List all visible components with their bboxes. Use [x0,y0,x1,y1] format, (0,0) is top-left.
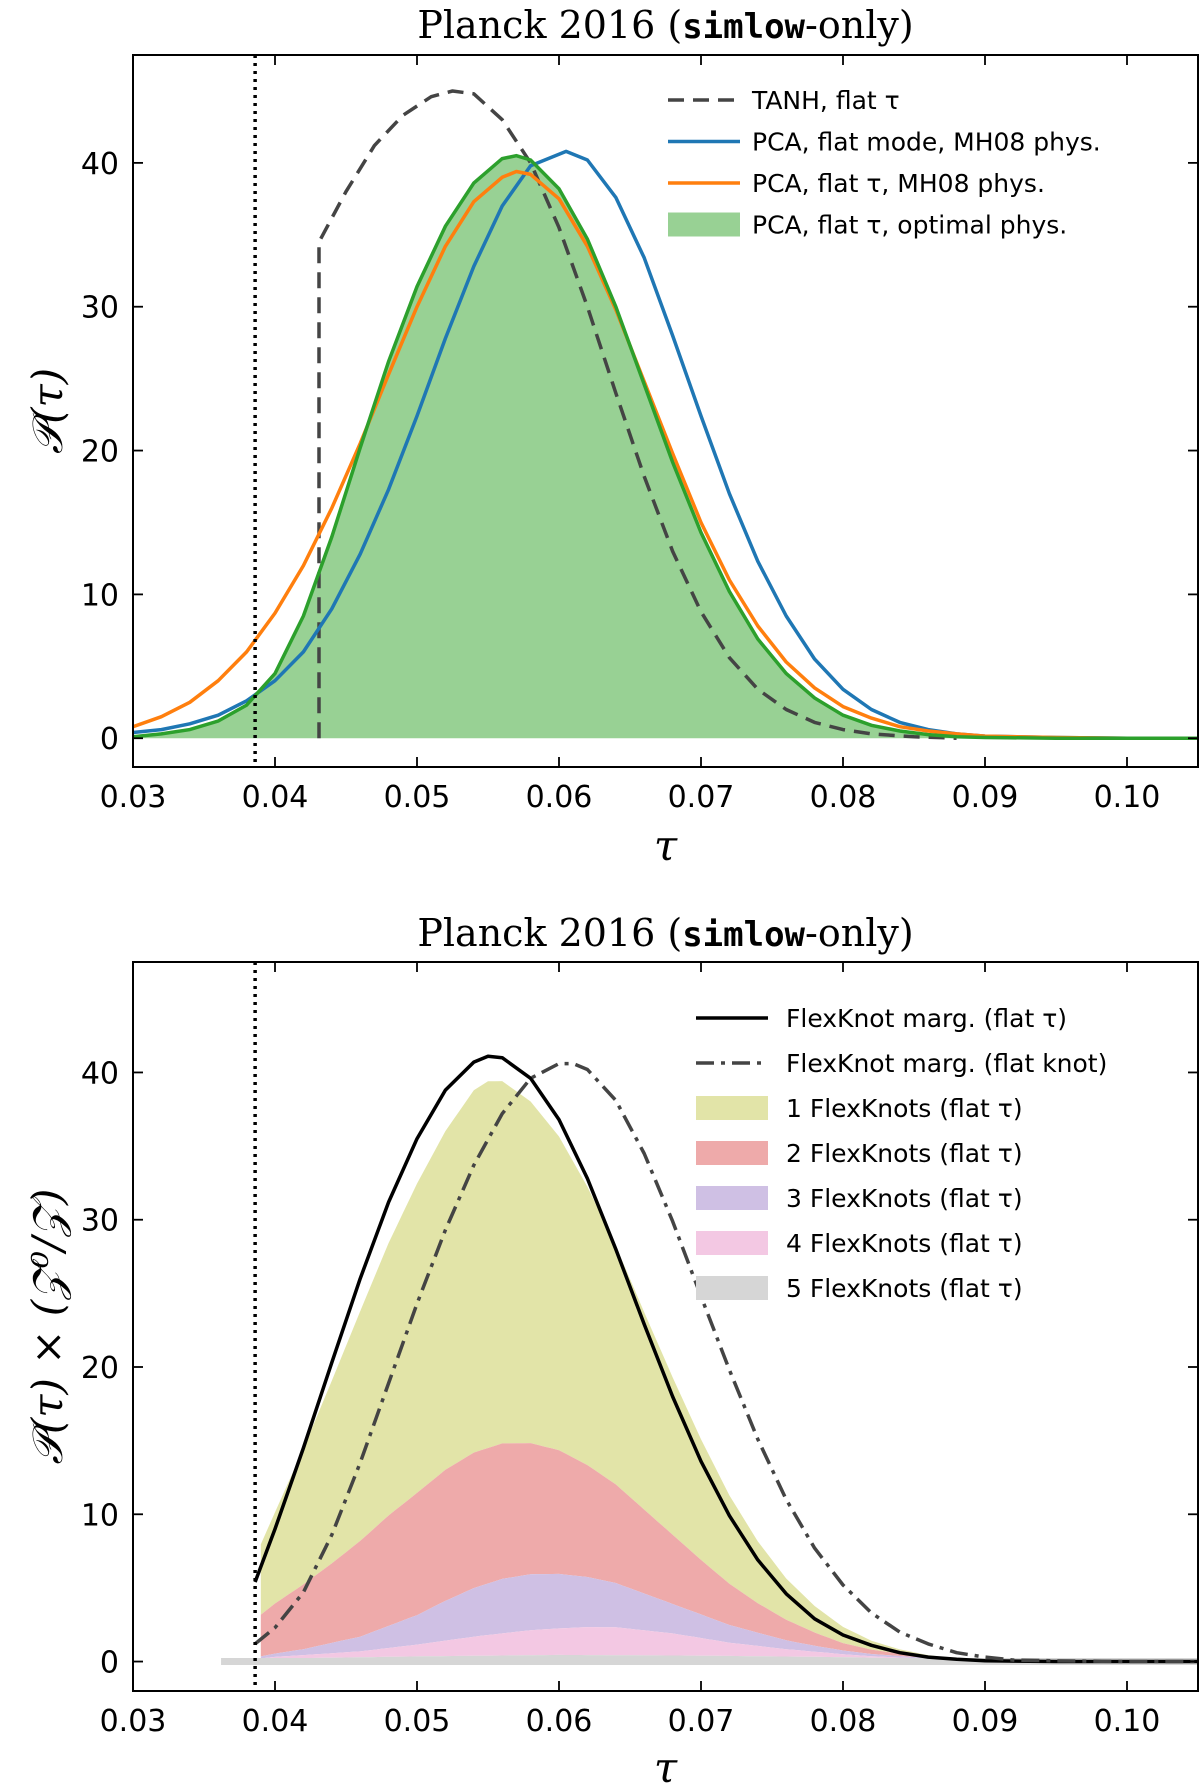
top-chart: 0.03 0.04 0.05 0.06 0.07 0.08 0.09 0.10 0 10 20 30 4… [23,3,1199,870]
stack-area-2-flexknots-flat- [260,1443,1198,1662]
legend-label: 4 FlexKnots (flat τ) [786,1229,1023,1258]
y-tick-label: 0 [100,722,119,757]
x-tick-label: 0.08 [810,1704,877,1739]
plot-area [133,89,1198,740]
legend-label: 3 FlexKnots (flat τ) [786,1184,1023,1213]
legend-label: 2 FlexKnots (flat τ) [786,1139,1023,1168]
y-tick-label: 40 [81,147,119,182]
series-line-pca-flat-mh08-phys- [133,169,1198,740]
legend-label: 5 FlexKnots (flat τ) [786,1274,1023,1303]
legend-swatch-fill [668,212,740,237]
y-tick-label: 30 [81,1204,119,1239]
x-tick-label: 0.08 [810,780,877,815]
legend-label: PCA, flat τ, MH08 phys. [752,169,1045,198]
x-tick-label: 0.03 [100,780,167,815]
x-tick-label: 0.04 [242,1704,309,1739]
chart-title: Planck 2016 (simlow-only) [417,3,913,47]
y-tick-label: 20 [81,435,119,470]
title-suffix: -only) [805,911,914,955]
stack-area-4-flexknots-flat- [260,1627,1198,1662]
title-prefix: Planck 2016 ( [417,3,682,47]
legend-label: 1 FlexKnots (flat τ) [786,1094,1023,1123]
y-tick-label: 40 [81,1056,119,1091]
series-line-tanh-flat- [317,89,957,740]
x-tick-label: 0.09 [952,1704,1019,1739]
legend-swatch-fill [696,1186,768,1210]
y-tick-label: 30 [81,291,119,326]
bottom-chart-panel: 0.03 0.04 0.05 0.06 0.07 0.08 0.09 0.10 0 10 20 30 4… [0,890,1200,1787]
x-tick-label: 0.03 [100,1704,167,1739]
top-chart-panel: 0.03 0.04 0.05 0.06 0.07 0.08 0.09 0.10 0 10 20 30 4… [0,0,1200,890]
title-code: simlow [682,7,805,47]
y-tick-label: 10 [81,578,119,613]
bottom-chart: 0.03 0.04 0.05 0.06 0.07 0.08 0.09 0.10 0 10 20 30 4… [23,911,1199,1787]
legend-label: PCA, flat mode, MH08 phys. [752,128,1101,157]
title-code: simlow [682,915,805,955]
x-tick-label: 0.06 [526,780,593,815]
chart-title: Planck 2016 (simlow-only) [417,911,913,955]
series-line-flexknot-marg-flat-knot- [253,1061,1198,1664]
legend-label: FlexKnot marg. (flat τ) [786,1004,1067,1033]
title-prefix: Planck 2016 ( [417,911,682,955]
x-tick-label: 0.05 [384,1704,451,1739]
x-tick-label: 0.09 [952,780,1019,815]
stack-area-3-flexknots-flat- [260,1573,1198,1662]
fill-area-outline [133,153,1198,740]
y-tick-label: 0 [100,1646,119,1681]
legend-label: TANH, flat τ [751,86,900,115]
x-tick-label: 0.07 [668,1704,735,1739]
y-axis-label: 𝒫(τ) × (𝒵⁰/𝒵) [23,1189,72,1465]
x-tick-label: 0.04 [242,780,309,815]
legend-swatch-fill [696,1231,768,1255]
x-tick-label: 0.10 [1094,1704,1161,1739]
legend-swatch-fill [696,1096,768,1120]
y-axis-label: 𝒫(τ) [23,368,72,454]
plot-area [221,1054,1198,1666]
y-tick-label: 20 [81,1351,119,1386]
legend-swatch-fill [696,1141,768,1165]
title-suffix: -only) [805,3,914,47]
stack-area-1-flexknots-flat- [260,1081,1198,1662]
x-axis-label: τ [654,1743,678,1787]
legend-label: PCA, flat τ, optimal phys. [752,211,1067,240]
legend-label: FlexKnot marg. (flat knot) [786,1049,1107,1078]
y-tick-label: 10 [81,1498,119,1533]
x-axis-label: τ [654,821,678,870]
series-line-pca-flat-mode-mh08-phys- [133,149,1198,740]
x-tick-label: 0.07 [668,780,735,815]
x-tick-label: 0.10 [1094,780,1161,815]
axes-frame [132,961,1199,1692]
axes-frame [132,54,1199,768]
legend-swatch-fill [696,1276,768,1300]
x-tick-label: 0.05 [384,780,451,815]
series-line-flexknot-marg-flat- [253,1054,1198,1664]
x-tick-label: 0.06 [526,1704,593,1739]
